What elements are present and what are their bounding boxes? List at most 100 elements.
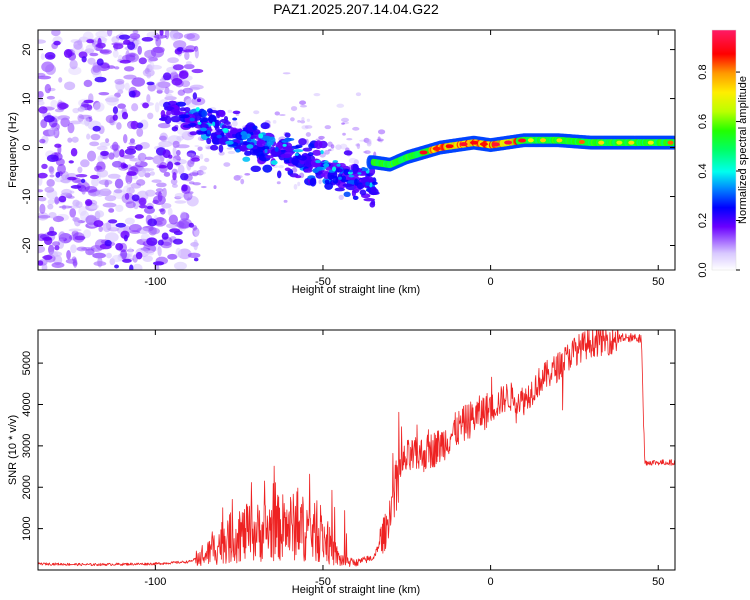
heatmap-cell: [504, 140, 513, 145]
heatmap-cell: [81, 56, 87, 63]
snr-x-tick-label: 0: [488, 576, 494, 588]
heatmap-cell: [189, 117, 195, 122]
heatmap-cell: [184, 51, 190, 60]
heatmap-cell: [231, 120, 238, 127]
heatmap-cell: [68, 160, 74, 164]
heatmap-cell: [300, 120, 306, 124]
heatmap-cell: [70, 244, 77, 254]
heatmap-cell: [293, 183, 298, 190]
heatmap-cell: [161, 202, 172, 209]
heatmap-cell: [80, 120, 91, 125]
heatmap-cell: [196, 98, 202, 103]
heatmap-cell: [83, 99, 94, 104]
heatmap-cell: [152, 155, 165, 165]
heatmap-cell: [80, 159, 90, 168]
heatmap-cell: [628, 140, 635, 145]
heatmap-cell: [112, 49, 119, 58]
heatmap-cell: [89, 174, 100, 180]
heatmap-cell: [75, 173, 88, 178]
colorbar-tick-label: 0.4: [697, 163, 709, 178]
heatmap-cell: [284, 132, 291, 138]
heatmap-cell: [270, 160, 278, 165]
heatmap-cell: [171, 183, 178, 188]
heatmap-cell: [128, 90, 136, 98]
snr-y-tick-label: 4000: [21, 392, 33, 416]
heatmap-cell: [98, 179, 113, 186]
heatmap-cell: [124, 148, 137, 155]
colorbar-tick-label: 0.2: [697, 213, 709, 228]
heatmap-cell: [136, 190, 149, 202]
heatmap-cell: [332, 175, 339, 184]
heatmap-cell: [290, 106, 298, 112]
heatmap-cell: [166, 161, 174, 170]
heatmap-cell: [183, 63, 195, 70]
heatmap-cell: [352, 126, 360, 131]
heatmap-cell: [77, 106, 86, 113]
heatmap-cell: [527, 138, 534, 143]
heatmap-cell: [223, 162, 231, 167]
heatmap-cell: [38, 106, 48, 114]
heatmap-cell: [226, 147, 233, 150]
heatmap-cell: [73, 217, 81, 227]
heatmap-cell: [167, 207, 173, 216]
spectrogram-x-tick-label: 50: [652, 276, 664, 288]
heatmap-cell: [129, 230, 141, 234]
heatmap-cell: [232, 117, 238, 121]
heatmap-cell: [131, 78, 145, 85]
heatmap-cell: [318, 135, 325, 140]
heatmap-cell: [112, 106, 119, 114]
heatmap-cell: [274, 146, 279, 152]
heatmap-cell: [357, 172, 362, 175]
heatmap-cell: [81, 101, 89, 108]
snr-x-tick-label: -100: [144, 576, 166, 588]
heatmap-cell: [129, 224, 142, 233]
heatmap-cell: [58, 231, 66, 241]
heatmap-cell: [647, 140, 654, 145]
heatmap-cell: [348, 169, 353, 173]
heatmap-cell: [85, 248, 95, 256]
heatmap-cell: [142, 102, 149, 109]
heatmap-cell: [206, 108, 213, 114]
heatmap-cell: [67, 137, 73, 143]
heatmap-cell: [144, 172, 151, 178]
spectrogram-x-axis-label: Height of straight line (km): [292, 284, 420, 296]
heatmap-cell: [284, 137, 292, 142]
heatmap-cell: [178, 70, 189, 80]
heatmap-cell: [316, 166, 324, 171]
heatmap-cell: [191, 68, 204, 74]
heatmap-cell: [338, 194, 344, 200]
heatmap-cell: [479, 142, 488, 147]
heatmap-cell: [348, 174, 355, 178]
heatmap-cell: [89, 141, 100, 147]
heatmap-cell: [181, 184, 188, 192]
heatmap-cell: [118, 34, 131, 40]
heatmap-cell: [94, 76, 107, 83]
heatmap-cell: [44, 83, 52, 94]
heatmap-cell: [121, 154, 135, 159]
heatmap-cell: [223, 121, 231, 125]
heatmap-cell: [114, 178, 124, 189]
heatmap-cell: [44, 186, 55, 193]
heatmap-cell: [57, 102, 69, 110]
heatmap-cell: [167, 57, 179, 64]
heatmap-cell: [174, 192, 185, 199]
heatmap-cell: [77, 39, 83, 46]
heatmap-cell: [138, 197, 147, 206]
heatmap-cell: [65, 258, 77, 264]
heatmap-cell: [297, 181, 301, 187]
heatmap-cell: [208, 114, 217, 124]
heatmap-cell: [45, 64, 56, 75]
figure-title: PAZ1.2025.207.14.04.G22: [273, 1, 439, 17]
heatmap-cell: [112, 43, 124, 50]
heatmap-cell: [83, 79, 93, 88]
heatmap-cell: [159, 30, 164, 36]
heatmap-cell: [252, 125, 258, 131]
heatmap-cell: [365, 181, 370, 187]
heatmap-cell: [99, 142, 111, 147]
heatmap-cell: [124, 217, 135, 225]
heatmap-cell: [189, 84, 204, 90]
heatmap-cell: [180, 211, 187, 221]
heatmap-cell: [169, 30, 180, 41]
heatmap-cell: [244, 173, 251, 176]
heatmap-cell: [332, 160, 339, 163]
